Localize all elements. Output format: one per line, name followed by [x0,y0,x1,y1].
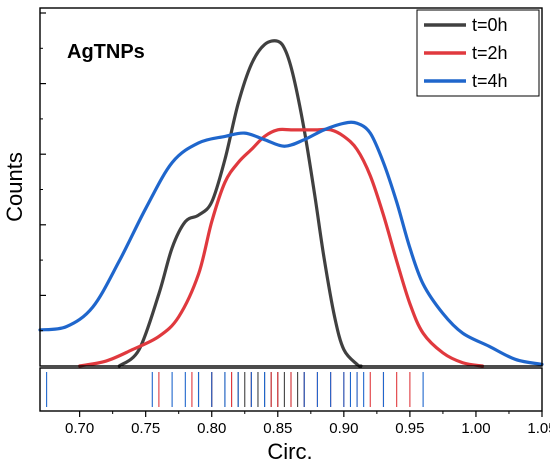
x-tick-label: 1.00 [461,420,490,437]
x-tick-label: 0.70 [65,420,94,437]
density-curve-t=2h [78,127,485,368]
legend-label-t0: t=0h [472,15,508,35]
chart-annotation: AgTNPs [67,41,145,63]
x-tick-label: 1.05 [527,420,550,437]
density-curves [38,39,544,368]
x-axis-ticks: 0.70 0.75 0.80 0.85 0.90 0.95 1.00 1.05 [65,411,550,437]
main-plot-frame [39,7,543,367]
x-tick-label: 0.90 [329,420,358,437]
density-curve-t=4h [38,120,544,366]
legend: t=0h t=2h t=4h [416,9,540,97]
rug-plot [46,372,424,407]
legend-label-t2: t=2h [472,43,508,63]
x-axis-label: Circ. [267,439,312,464]
x-tick-label: 0.75 [131,420,160,437]
legend-label-t4: t=4h [472,71,508,91]
density-curve-t=0h [117,39,363,368]
x-tick-label: 0.80 [197,420,226,437]
x-tick-label: 0.85 [263,420,292,437]
x-tick-label: 0.95 [395,420,424,437]
y-axis-ticks [40,12,46,332]
y-axis-label: Counts [2,152,27,222]
rug-plot-frame [39,367,543,412]
